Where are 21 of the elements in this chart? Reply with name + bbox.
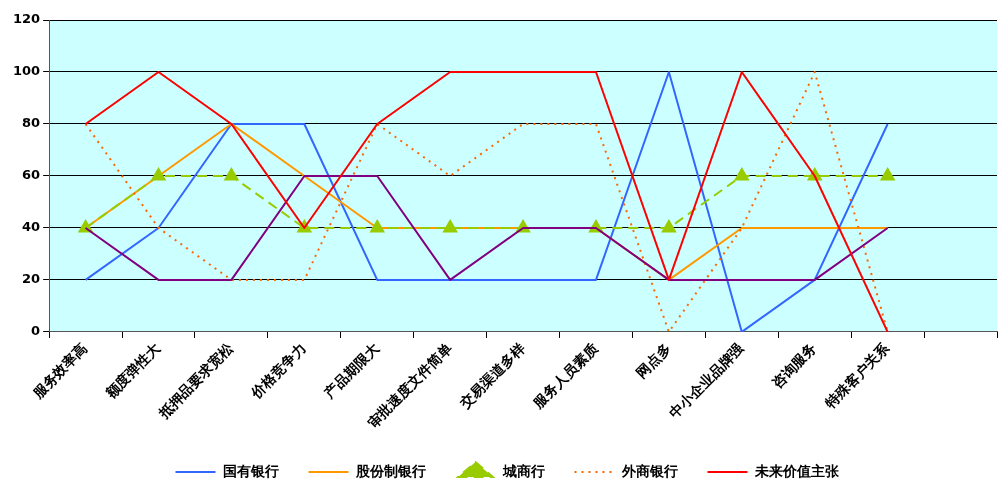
x-tick-label: 服务效率高 <box>28 340 91 402</box>
y-tick-label: 0 <box>31 323 41 339</box>
y-tick-label: 40 <box>22 219 41 235</box>
x-tick-label: 额度弹性大 <box>101 339 164 402</box>
legend-label: 国有银行 <box>222 462 279 479</box>
x-tick-label: 交易渠道多样 <box>456 340 528 412</box>
x-tick-label: 网点多 <box>632 340 674 382</box>
x-tick-label: 产品期限大 <box>320 339 383 402</box>
legend-label: 城商行 <box>501 462 545 479</box>
y-tick-label: 20 <box>22 271 41 287</box>
y-tick-label: 60 <box>22 167 41 183</box>
legend-label: 未来价值主张 <box>753 462 840 479</box>
x-tick-label: 服务人员素质 <box>529 340 601 412</box>
legend-label: 股份制银行 <box>354 462 426 479</box>
y-tick-label: 120 <box>13 11 41 27</box>
y-tick-label: 100 <box>13 63 41 79</box>
x-tick-label: 特殊客户关系 <box>820 339 894 412</box>
x-tick-label: 咨询服务 <box>768 340 820 392</box>
y-tick-label: 80 <box>22 115 41 131</box>
x-tick-label: 价格竞争力 <box>247 340 310 402</box>
legend-label: 外商银行 <box>620 462 678 479</box>
